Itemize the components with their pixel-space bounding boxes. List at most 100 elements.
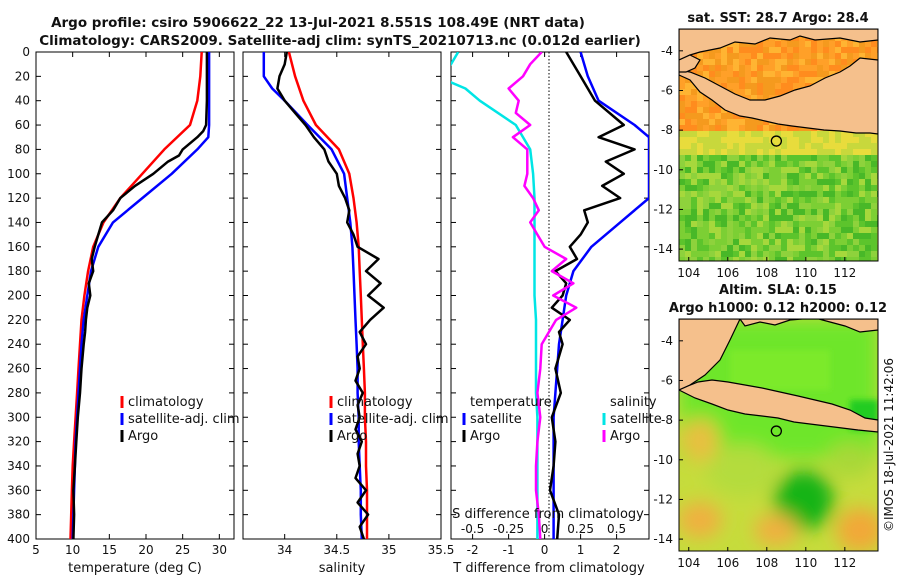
sst-cell bbox=[817, 215, 823, 221]
sst-cell bbox=[829, 65, 835, 71]
s-diff-tick-label: -0.5 bbox=[461, 522, 484, 536]
sst-cell bbox=[811, 47, 817, 53]
x-tick-label: 15 bbox=[102, 543, 117, 557]
sst-cell bbox=[691, 119, 697, 125]
sst-cell bbox=[697, 107, 703, 113]
sst-cell bbox=[811, 167, 817, 173]
sst-cell bbox=[715, 47, 721, 53]
sst-cell bbox=[715, 137, 721, 143]
sst-cell bbox=[853, 251, 859, 257]
sst-cell bbox=[721, 221, 727, 227]
sst-cell bbox=[679, 239, 685, 245]
sst-cell bbox=[775, 179, 781, 185]
sst-cell bbox=[739, 203, 745, 209]
sst-cell bbox=[811, 209, 817, 215]
sst-cell bbox=[727, 161, 733, 167]
sst-cell bbox=[871, 197, 877, 203]
sst-cell bbox=[847, 227, 853, 233]
sst-cell bbox=[787, 203, 793, 209]
sst-cell bbox=[835, 191, 841, 197]
x-tick-label: 25 bbox=[175, 543, 190, 557]
sst-cell bbox=[787, 71, 793, 77]
sst-cell bbox=[799, 245, 805, 251]
x-tick-label: 1 bbox=[577, 543, 585, 557]
sst-cell bbox=[847, 203, 853, 209]
sst-cell bbox=[781, 185, 787, 191]
sst-cell bbox=[775, 203, 781, 209]
sst-cell bbox=[685, 161, 691, 167]
sst-cell bbox=[817, 227, 823, 233]
sst-cell bbox=[727, 119, 733, 125]
sst-cell bbox=[841, 179, 847, 185]
sst-cell bbox=[721, 161, 727, 167]
sst-cell bbox=[769, 203, 775, 209]
sst-cell bbox=[829, 173, 835, 179]
depth-tick-label: 140 bbox=[7, 215, 30, 229]
sst-cell bbox=[757, 161, 763, 167]
sst-cell bbox=[859, 191, 865, 197]
sst-cell bbox=[799, 251, 805, 257]
sst-cell bbox=[727, 173, 733, 179]
sst-cell bbox=[751, 131, 757, 137]
sst-cell bbox=[679, 227, 685, 233]
sst-cell bbox=[781, 179, 787, 185]
sst-cell bbox=[739, 149, 745, 155]
sst-cell bbox=[745, 161, 751, 167]
sst-cell bbox=[847, 215, 853, 221]
sst-cell bbox=[709, 143, 715, 149]
sst-cell bbox=[745, 197, 751, 203]
sst-cell bbox=[805, 251, 811, 257]
legend-label: climatology bbox=[128, 395, 204, 410]
sst-cell bbox=[835, 227, 841, 233]
sst-cell bbox=[739, 167, 745, 173]
sst-cell bbox=[769, 215, 775, 221]
sst-cell bbox=[823, 215, 829, 221]
sst-cell bbox=[709, 59, 715, 65]
map-y-tick-label: -8 bbox=[661, 123, 673, 137]
sst-cell bbox=[685, 179, 691, 185]
temperature-xlabel: temperature (deg C) bbox=[68, 561, 202, 576]
sst-cell bbox=[769, 185, 775, 191]
sst-cell bbox=[745, 71, 751, 77]
sst-cell bbox=[745, 227, 751, 233]
sst-cell bbox=[727, 191, 733, 197]
sst-cell bbox=[685, 251, 691, 257]
map-y-tick-label: -6 bbox=[661, 373, 673, 387]
sst-cell bbox=[739, 179, 745, 185]
sst-cell bbox=[733, 179, 739, 185]
sst-cell bbox=[739, 65, 745, 71]
sst-cell bbox=[805, 47, 811, 53]
sst-cell bbox=[811, 41, 817, 47]
sst-cell bbox=[811, 251, 817, 257]
x-tick-label: -2 bbox=[467, 543, 479, 557]
sst-cell bbox=[679, 191, 685, 197]
sst-cell bbox=[739, 227, 745, 233]
sst-cell bbox=[793, 47, 799, 53]
sst-cell bbox=[733, 245, 739, 251]
sst-cell bbox=[781, 233, 787, 239]
sst-cell bbox=[853, 185, 859, 191]
salinity-xlabel: salinity bbox=[319, 561, 366, 576]
salinity-axes-frame bbox=[242, 51, 442, 540]
sst-cell bbox=[787, 245, 793, 251]
sst-cell bbox=[685, 77, 691, 83]
sst-cell bbox=[823, 41, 829, 47]
sst-cell bbox=[775, 47, 781, 53]
sst-cell bbox=[829, 227, 835, 233]
sst-cell bbox=[697, 203, 703, 209]
sst-cell bbox=[781, 125, 787, 131]
sst-cell bbox=[835, 143, 841, 149]
sst-cell bbox=[823, 149, 829, 155]
sst-cell bbox=[727, 221, 733, 227]
sst-cell bbox=[715, 251, 721, 257]
sst-cell bbox=[847, 47, 853, 53]
sst-cell bbox=[685, 113, 691, 119]
sst-cell bbox=[697, 221, 703, 227]
sst-cell bbox=[805, 131, 811, 137]
sst-cell bbox=[727, 215, 733, 221]
sst-cell bbox=[685, 101, 691, 107]
sst-cell bbox=[775, 131, 781, 137]
sst-cell bbox=[715, 233, 721, 239]
sst-cell bbox=[793, 71, 799, 77]
sst-cell bbox=[709, 209, 715, 215]
